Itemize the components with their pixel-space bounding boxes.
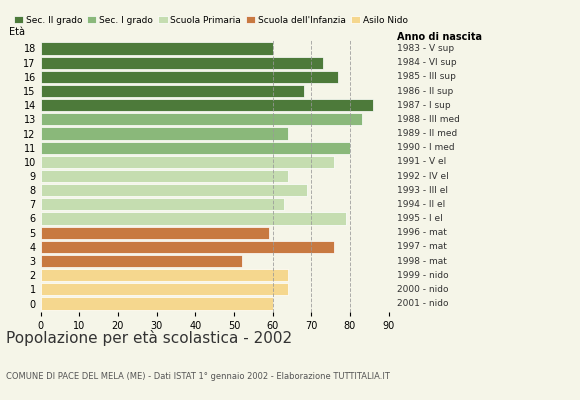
Bar <box>41 298 273 310</box>
Bar <box>41 184 307 196</box>
Text: Anno di nascita: Anno di nascita <box>397 32 483 42</box>
Bar <box>41 269 288 281</box>
Bar <box>41 113 361 125</box>
Text: 1993 - III el: 1993 - III el <box>397 186 448 195</box>
Bar <box>41 71 338 83</box>
Bar <box>41 57 323 69</box>
Bar <box>41 128 288 140</box>
Bar <box>41 99 373 111</box>
Text: 2001 - nido: 2001 - nido <box>397 299 449 308</box>
Text: 1998 - mat: 1998 - mat <box>397 256 447 266</box>
Text: 1994 - II el: 1994 - II el <box>397 200 445 209</box>
Bar <box>41 198 284 210</box>
Bar <box>41 42 273 54</box>
Bar <box>41 241 335 253</box>
Text: 1984 - VI sup: 1984 - VI sup <box>397 58 457 67</box>
Bar <box>41 170 288 182</box>
Bar <box>41 255 242 267</box>
Text: Popolazione per età scolastica - 2002: Popolazione per età scolastica - 2002 <box>6 330 292 346</box>
Text: COMUNE DI PACE DEL MELA (ME) - Dati ISTAT 1° gennaio 2002 - Elaborazione TUTTITA: COMUNE DI PACE DEL MELA (ME) - Dati ISTA… <box>6 372 390 381</box>
Bar <box>41 283 288 295</box>
Text: 1990 - I med: 1990 - I med <box>397 143 455 152</box>
Text: 1999 - nido: 1999 - nido <box>397 271 449 280</box>
Bar <box>41 142 350 154</box>
Text: 1987 - I sup: 1987 - I sup <box>397 101 451 110</box>
Text: Età: Età <box>9 27 26 37</box>
Text: 1983 - V sup: 1983 - V sup <box>397 44 454 53</box>
Text: 1991 - V el: 1991 - V el <box>397 157 447 166</box>
Text: 1988 - III med: 1988 - III med <box>397 115 460 124</box>
Text: 1992 - IV el: 1992 - IV el <box>397 172 449 180</box>
Text: 2000 - nido: 2000 - nido <box>397 285 449 294</box>
Text: 1996 - mat: 1996 - mat <box>397 228 447 237</box>
Bar <box>41 227 269 239</box>
Bar <box>41 156 335 168</box>
Text: 1995 - I el: 1995 - I el <box>397 214 443 223</box>
Text: 1985 - III sup: 1985 - III sup <box>397 72 456 81</box>
Text: 1986 - II sup: 1986 - II sup <box>397 86 454 96</box>
Text: 1997 - mat: 1997 - mat <box>397 242 447 251</box>
Bar <box>41 85 303 97</box>
Legend: Sec. II grado, Sec. I grado, Scuola Primaria, Scuola dell'Infanzia, Asilo Nido: Sec. II grado, Sec. I grado, Scuola Prim… <box>14 16 408 25</box>
Bar <box>41 212 346 224</box>
Text: 1989 - II med: 1989 - II med <box>397 129 458 138</box>
